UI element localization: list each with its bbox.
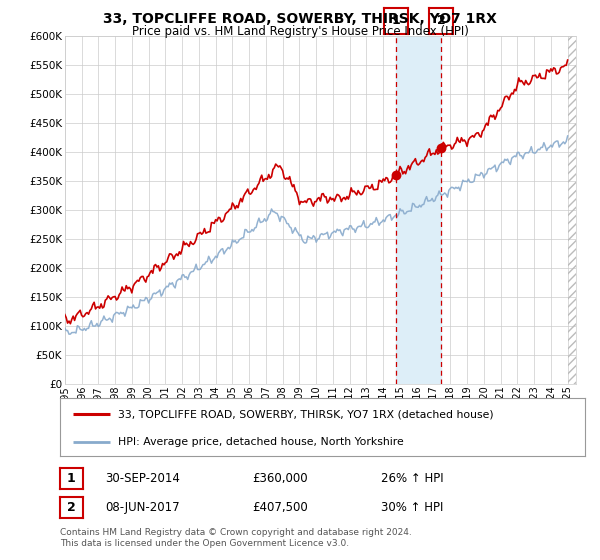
Point [391, 171, 401, 180]
Text: HPI: Average price, detached house, North Yorkshire: HPI: Average price, detached house, Nort… [118, 437, 404, 447]
Bar [396, 36, 441, 384]
Text: £360,000: £360,000 [252, 472, 308, 485]
Text: Contains HM Land Registry data © Crown copyright and database right 2024.
This d: Contains HM Land Registry data © Crown c… [60, 528, 412, 548]
Text: 08-JUN-2017: 08-JUN-2017 [105, 501, 179, 514]
Text: 2: 2 [67, 501, 76, 514]
Text: 33, TOPCLIFFE ROAD, SOWERBY, THIRSK, YO7 1RX: 33, TOPCLIFFE ROAD, SOWERBY, THIRSK, YO7… [103, 12, 497, 26]
Text: 2: 2 [437, 15, 445, 27]
Text: 33, TOPCLIFFE ROAD, SOWERBY, THIRSK, YO7 1RX (detached house): 33, TOPCLIFFE ROAD, SOWERBY, THIRSK, YO7… [118, 409, 493, 419]
Text: 30-SEP-2014: 30-SEP-2014 [105, 472, 180, 485]
Text: 30% ↑ HPI: 30% ↑ HPI [381, 501, 443, 514]
Text: Price paid vs. HM Land Registry's House Price Index (HPI): Price paid vs. HM Land Registry's House … [131, 25, 469, 38]
Text: 1: 1 [67, 472, 76, 485]
Text: 1: 1 [391, 15, 400, 27]
Text: 26% ↑ HPI: 26% ↑ HPI [381, 472, 443, 485]
Point [436, 143, 446, 152]
Bar [568, 36, 576, 384]
Text: £407,500: £407,500 [252, 501, 308, 514]
